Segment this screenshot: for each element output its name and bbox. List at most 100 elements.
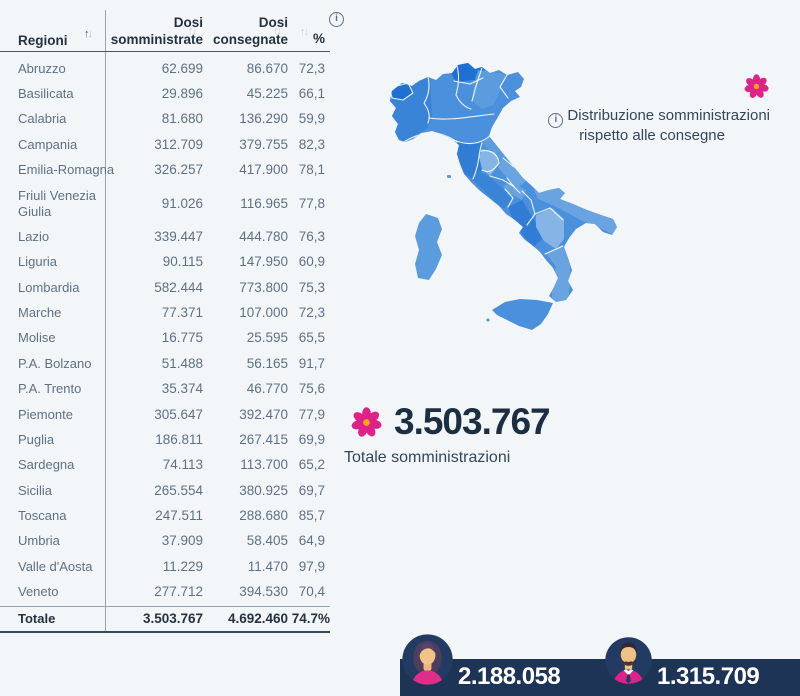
region-name: P.A. Trento xyxy=(18,381,82,397)
doses-delivered-value: 25.595 xyxy=(246,330,288,346)
percent-value: 60,9 xyxy=(298,254,325,270)
table-row: Molise 16.775 25.595 65,5 xyxy=(0,326,330,351)
doses-administered-value: 326.257 xyxy=(154,162,203,178)
doses-administered-value: 305.647 xyxy=(154,406,203,422)
total-administered-value: 3.503.767 xyxy=(394,401,551,442)
table-info-icon[interactable]: i xyxy=(329,12,344,27)
doses-delivered-value: 444.780 xyxy=(239,228,288,244)
doses-administered-value: 11.229 xyxy=(162,558,203,574)
region-name: Friuli Venezia Giulia xyxy=(18,187,97,219)
percent-value: 74.7% xyxy=(291,611,330,627)
sort-icon-consegnate[interactable]: ↑↓ xyxy=(273,25,282,37)
sort-icon-percent[interactable]: ↑↓ xyxy=(300,26,309,38)
doses-delivered-value: 45.225 xyxy=(246,86,288,102)
percent-value: 82,3 xyxy=(298,136,325,152)
percent-value: 72,3 xyxy=(298,60,325,76)
map-small-island xyxy=(486,318,490,322)
doses-administered-value: 247.511 xyxy=(155,508,203,524)
doses-delivered-value: 11.470 xyxy=(247,558,288,574)
doses-administered-value: 582.444 xyxy=(154,279,203,295)
region-name: Valle d'Aosta xyxy=(18,558,93,574)
info-icon[interactable]: i xyxy=(548,113,564,128)
region-name: P.A. Bolzano xyxy=(18,355,92,371)
table-row: Veneto 277.712 394.530 70,4 xyxy=(0,580,330,605)
region-name: Sardegna xyxy=(18,457,75,473)
region-name: Sicilia xyxy=(18,482,52,498)
region-name: Emilia-Romagna xyxy=(18,162,115,178)
percent-value: 65,2 xyxy=(298,457,325,473)
doses-delivered-value: 58.405 xyxy=(246,533,288,549)
percent-value: 78,1 xyxy=(298,162,325,178)
column-header-dosi-somministrate[interactable]: Dosi somministrate xyxy=(110,15,203,47)
percent-value: 85,7 xyxy=(298,508,325,524)
percent-value: 66,1 xyxy=(298,86,325,102)
header-underline xyxy=(0,51,330,52)
male-avatar xyxy=(605,637,652,684)
table-row: Friuli Venezia Giulia 91.026 116.965 77,… xyxy=(0,183,330,224)
doses-administered-value: 3.503.767 xyxy=(142,611,203,627)
table-row: Marche 77.371 107.000 72,3 xyxy=(0,300,330,325)
region-name: Toscana xyxy=(18,508,67,524)
doses-delivered-value: 288.680 xyxy=(239,508,288,524)
doses-administered-value: 312.709 xyxy=(154,136,203,152)
table-row: P.A. Trento 35.374 46.770 75,6 xyxy=(0,377,330,402)
region-name: Piemonte xyxy=(18,406,73,422)
percent-value: 72,3 xyxy=(298,305,325,321)
table-row: Basilicata 29.896 45.225 66,1 xyxy=(0,81,330,106)
doses-administered-value: 339.447 xyxy=(154,228,203,244)
table-row: Sardegna 74.113 113.700 65,2 xyxy=(0,453,330,478)
region-name: Umbria xyxy=(18,533,60,549)
region-name: Calabria xyxy=(18,111,67,127)
female-doses-count: 2.188.058 xyxy=(458,663,561,690)
doses-administered-value: 81.680 xyxy=(161,111,203,127)
sort-icon-regioni[interactable]: ↑↓ xyxy=(84,28,93,40)
doses-delivered-value: 417.900 xyxy=(239,162,288,178)
doses-administered-value: 62.699 xyxy=(161,60,203,76)
doses-administered-value: 16.775 xyxy=(161,330,203,346)
sort-icon-somministrate[interactable]: ↑↓ xyxy=(188,25,197,37)
female-avatar xyxy=(402,634,453,685)
table-body: Abruzzo 62.699 86.670 72,3 Basilicata 29… xyxy=(0,56,330,634)
percent-value: 97,9 xyxy=(298,558,325,574)
percent-value: 77,8 xyxy=(298,195,325,211)
primula-flower-icon xyxy=(744,74,769,99)
percent-value: 91,7 xyxy=(298,355,325,371)
doses-delivered-value: 113.700 xyxy=(240,457,288,473)
table-column-divider xyxy=(105,10,106,632)
percent-value: 59,9 xyxy=(298,111,325,127)
doses-administered-value: 74.113 xyxy=(162,457,203,473)
doses-delivered-value: 46.770 xyxy=(246,381,288,397)
doses-delivered-value: 56.165 xyxy=(246,355,288,371)
doses-delivered-value: 267.415 xyxy=(239,431,288,447)
region-name: Basilicata xyxy=(18,86,74,102)
male-doses-count: 1.315.709 xyxy=(657,663,760,690)
region-name: Lazio xyxy=(18,228,50,244)
doses-administered-value: 51.488 xyxy=(161,355,203,371)
table-row: Toscana 247.511 288.680 85,7 xyxy=(0,503,330,528)
percent-value: 69,7 xyxy=(298,482,325,498)
doses-administered-value: 186.811 xyxy=(155,431,203,447)
table-row: P.A. Bolzano 51.488 56.165 91,7 xyxy=(0,351,330,376)
primula-flower-icon-large xyxy=(351,407,382,438)
table-total-row: Totale 3.503.767 4.692.460 74.7% xyxy=(0,605,330,634)
region-name: Veneto xyxy=(18,584,59,600)
doses-administered-value: 37.909 xyxy=(161,533,203,549)
region-name: Puglia xyxy=(18,431,55,447)
table-row: Piemonte 305.647 392.470 77,9 xyxy=(0,402,330,427)
doses-administered-value: 91.026 xyxy=(161,195,203,211)
column-header-regioni[interactable]: Regioni xyxy=(18,33,68,48)
table-row: Calabria 81.680 136.290 59,9 xyxy=(0,107,330,132)
doses-delivered-value: 4.692.460 xyxy=(227,611,288,627)
table-row: Lazio 339.447 444.780 76,3 xyxy=(0,224,330,249)
doses-administered-value: 90.115 xyxy=(162,254,203,270)
italy-map-svg xyxy=(390,63,617,330)
map-sardinia xyxy=(415,214,442,280)
column-header-percent[interactable]: % xyxy=(312,31,325,46)
doses-administered-value: 77.371 xyxy=(161,305,203,321)
column-header-dosi-consegnate[interactable]: Dosi consegnate xyxy=(212,15,288,47)
region-name: Lombardia xyxy=(18,279,80,295)
map-caption-line2: rispetto alle consegne xyxy=(579,127,725,144)
percent-value: 69,9 xyxy=(298,431,325,447)
italy-choropleth-map[interactable] xyxy=(372,57,632,377)
doses-delivered-value: 379.755 xyxy=(239,136,288,152)
